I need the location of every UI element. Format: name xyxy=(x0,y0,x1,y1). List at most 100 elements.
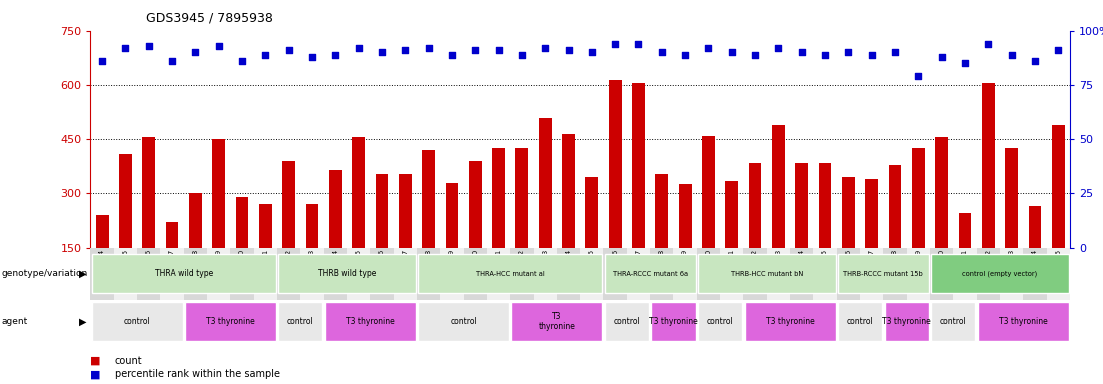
Bar xyxy=(586,177,598,248)
Text: GSM721679: GSM721679 xyxy=(682,249,688,293)
Text: genotype/variation: genotype/variation xyxy=(1,269,87,278)
Point xyxy=(186,50,204,56)
Text: T3 thyronine: T3 thyronine xyxy=(649,317,698,326)
Text: GSM721661: GSM721661 xyxy=(263,249,268,293)
Point xyxy=(443,51,461,58)
Text: GSM721671: GSM721671 xyxy=(495,249,502,293)
Bar xyxy=(160,248,184,300)
Text: count: count xyxy=(115,356,142,366)
Point xyxy=(536,45,554,51)
Text: GSM721674: GSM721674 xyxy=(566,249,571,293)
Bar xyxy=(767,248,790,300)
Point xyxy=(513,51,531,58)
Bar xyxy=(212,139,225,248)
Text: GSM721690: GSM721690 xyxy=(939,249,944,293)
Point xyxy=(420,45,438,51)
Bar xyxy=(959,214,972,248)
Text: agent: agent xyxy=(1,317,28,326)
Text: GSM721692: GSM721692 xyxy=(985,249,992,293)
Text: control: control xyxy=(613,317,640,326)
Bar xyxy=(632,83,645,248)
Bar xyxy=(860,248,884,300)
Bar xyxy=(463,248,486,300)
Bar xyxy=(655,174,668,248)
Bar xyxy=(278,254,416,293)
Text: percentile rank within the sample: percentile rank within the sample xyxy=(115,369,280,379)
Point xyxy=(373,50,390,56)
Bar xyxy=(1024,248,1047,300)
Point xyxy=(1026,58,1043,64)
Text: GSM721687: GSM721687 xyxy=(869,249,875,293)
Bar xyxy=(749,163,761,248)
Text: GSM721654: GSM721654 xyxy=(99,249,105,293)
Bar xyxy=(446,183,459,248)
Bar xyxy=(604,302,649,341)
Text: GSM721676: GSM721676 xyxy=(612,249,618,293)
Point xyxy=(630,41,647,47)
Bar xyxy=(165,222,179,248)
Text: THRA wild type: THRA wild type xyxy=(154,269,213,278)
Bar xyxy=(563,134,575,248)
Text: T3 thyronine: T3 thyronine xyxy=(206,317,255,326)
Bar xyxy=(1000,248,1024,300)
Point xyxy=(956,60,974,66)
Text: GSM721685: GSM721685 xyxy=(822,249,828,293)
Text: GDS3945 / 7895938: GDS3945 / 7895938 xyxy=(146,12,272,25)
Bar xyxy=(935,137,949,248)
Bar xyxy=(627,248,650,300)
Text: GSM721663: GSM721663 xyxy=(309,249,315,293)
Text: T3 thyronine: T3 thyronine xyxy=(765,317,814,326)
Bar xyxy=(838,254,929,293)
Point xyxy=(933,54,951,60)
Bar xyxy=(90,248,114,300)
Text: GSM721668: GSM721668 xyxy=(426,249,431,293)
Point xyxy=(559,47,577,53)
Text: GSM721695: GSM721695 xyxy=(1056,249,1061,293)
Point xyxy=(467,47,484,53)
Text: GSM721669: GSM721669 xyxy=(449,249,454,293)
Point xyxy=(280,47,298,53)
Bar xyxy=(375,174,388,248)
Bar xyxy=(324,302,416,341)
Bar xyxy=(580,248,603,300)
Bar xyxy=(418,254,602,293)
Bar xyxy=(278,302,322,341)
Text: control: control xyxy=(287,317,313,326)
Text: THRA-HCC mutant al: THRA-HCC mutant al xyxy=(475,271,545,276)
Text: GSM721662: GSM721662 xyxy=(286,249,291,293)
Bar xyxy=(697,248,720,300)
Text: GSM721682: GSM721682 xyxy=(752,249,758,293)
Text: GSM721681: GSM721681 xyxy=(729,249,735,293)
Bar xyxy=(1052,125,1064,248)
Bar xyxy=(557,248,580,300)
Bar xyxy=(865,179,878,248)
Point xyxy=(722,50,740,56)
Bar xyxy=(92,254,276,293)
Point xyxy=(396,47,414,53)
Text: ■: ■ xyxy=(90,356,101,366)
Bar xyxy=(184,248,207,300)
Text: GSM721659: GSM721659 xyxy=(216,249,222,293)
Text: GSM721680: GSM721680 xyxy=(706,249,711,293)
Text: control: control xyxy=(707,317,733,326)
Point xyxy=(94,58,111,64)
Text: GSM721666: GSM721666 xyxy=(379,249,385,293)
Text: GSM721664: GSM721664 xyxy=(332,249,339,293)
Text: GSM721660: GSM721660 xyxy=(239,249,245,293)
Point xyxy=(303,54,321,60)
Bar xyxy=(790,248,813,300)
Text: GSM721683: GSM721683 xyxy=(775,249,781,293)
Point xyxy=(816,51,834,58)
Text: GSM721673: GSM721673 xyxy=(543,249,548,293)
Bar xyxy=(277,248,300,300)
Text: GSM721656: GSM721656 xyxy=(146,249,152,293)
Bar xyxy=(838,302,882,341)
Text: GSM721665: GSM721665 xyxy=(355,249,362,293)
Text: GSM721678: GSM721678 xyxy=(658,249,665,293)
Bar xyxy=(884,248,907,300)
Text: THRA-RCCC mutant 6a: THRA-RCCC mutant 6a xyxy=(612,271,687,276)
Text: GSM721686: GSM721686 xyxy=(845,249,852,293)
Bar xyxy=(352,137,365,248)
Bar xyxy=(702,136,715,248)
Point xyxy=(163,58,181,64)
